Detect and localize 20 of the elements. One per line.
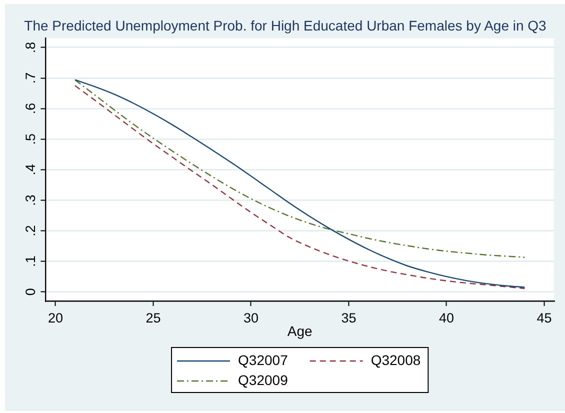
- x-tick-label: 40: [438, 310, 454, 326]
- y-tick-label: .7: [22, 72, 38, 84]
- y-tick-label: .3: [22, 194, 38, 206]
- y-tick-label: .4: [22, 164, 38, 176]
- x-tick-label: 35: [341, 310, 356, 326]
- legend-label: Q32008: [370, 352, 421, 368]
- y-tick-label: .6: [22, 102, 38, 114]
- x-tick-label: 25: [146, 310, 161, 326]
- x-tick-label: 30: [243, 310, 258, 326]
- y-tick-label: .8: [22, 42, 38, 54]
- legend-label: Q32009: [238, 372, 288, 388]
- x-axis-title: Age: [287, 322, 313, 339]
- legend-label: Q32007: [238, 352, 288, 368]
- y-tick-label: .1: [22, 256, 38, 267]
- y-tick-label: 0: [22, 288, 38, 296]
- y-tick-label: .2: [22, 225, 38, 236]
- x-tick-label: 45: [536, 310, 552, 326]
- x-tick-label: 20: [48, 310, 63, 326]
- chart-title: The Predicted Unemployment Prob. for High Educated Urban Females by Age in Q3: [24, 17, 547, 34]
- y-tick-label: .5: [22, 133, 38, 145]
